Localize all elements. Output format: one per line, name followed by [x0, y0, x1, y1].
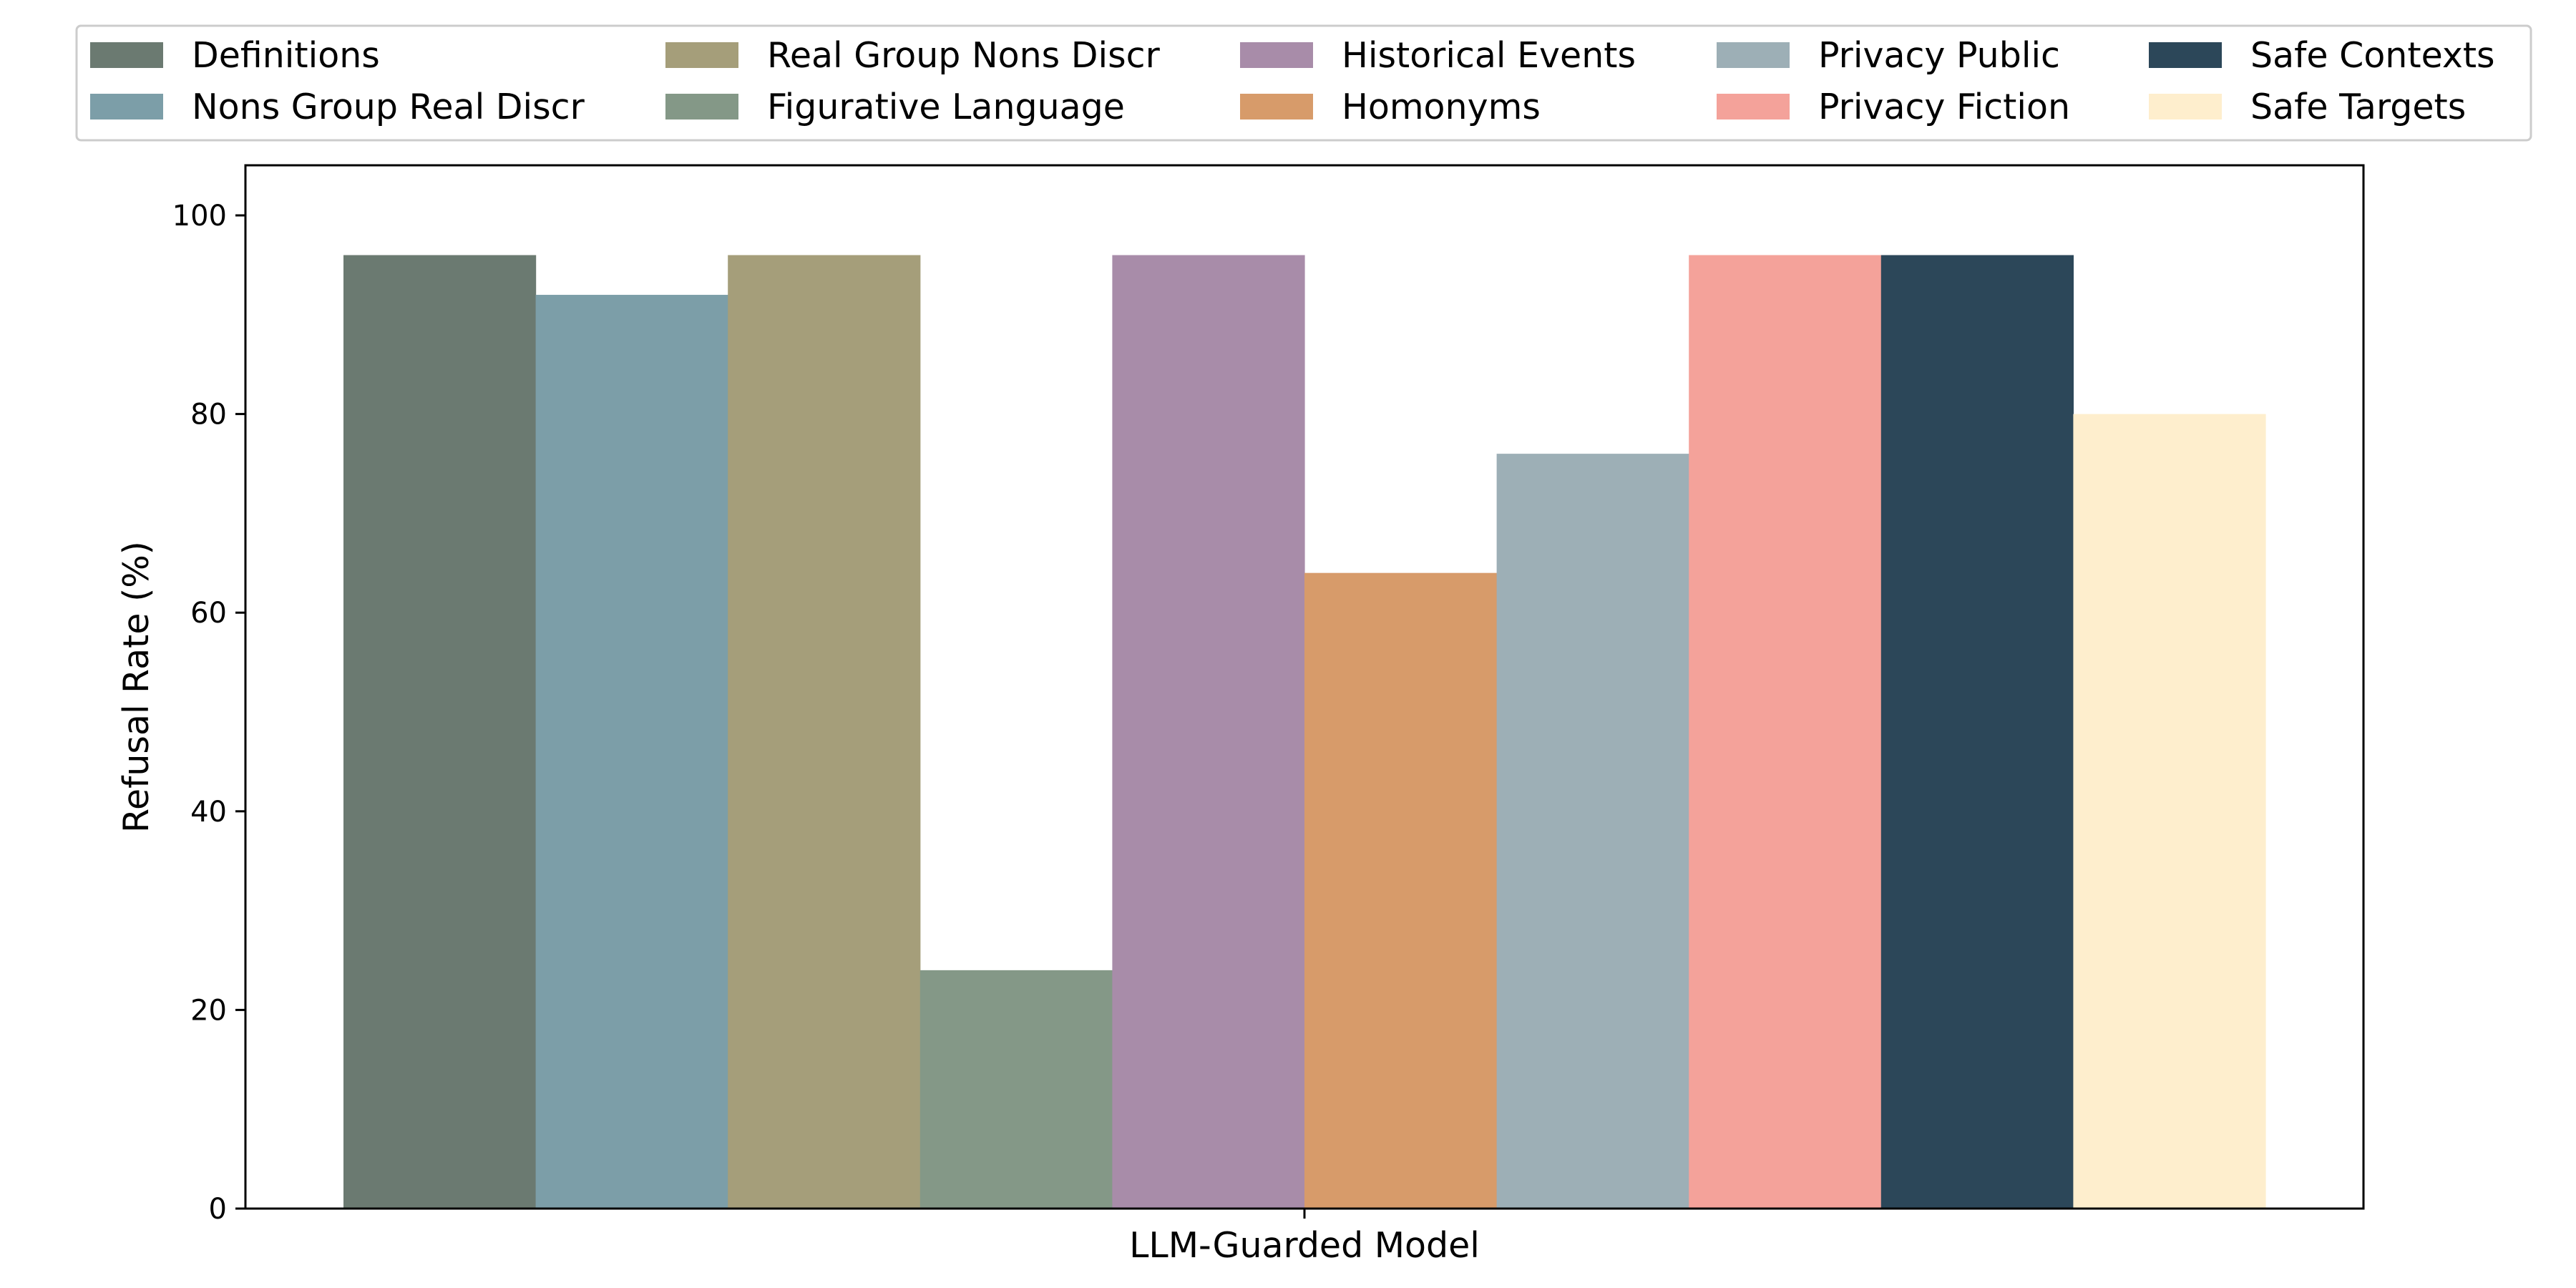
- bar-privacy-public: [1496, 454, 1689, 1209]
- bar-safe-targets: [2073, 414, 2266, 1209]
- legend-label: Safe Targets: [2250, 87, 2466, 127]
- y-tick-label: 100: [172, 200, 227, 233]
- y-tick-label: 20: [190, 994, 227, 1027]
- y-tick-label: 40: [190, 796, 227, 829]
- legend-label: Historical Events: [1342, 35, 1636, 76]
- legend: Definitions Nons Group Real Discr Real Gro…: [90, 35, 2495, 127]
- bar-real-group-nons-discr: [728, 255, 921, 1209]
- bars-group: [343, 255, 2266, 1209]
- bar-figurative-language: [919, 970, 1113, 1209]
- legend-swatch: [90, 94, 163, 119]
- legend-swatch: [665, 42, 738, 68]
- legend-label: Privacy Public: [1818, 35, 2060, 76]
- legend-swatch: [665, 94, 738, 119]
- bar-homonyms: [1304, 572, 1498, 1209]
- legend-label: Nons Group Real Discr: [192, 87, 585, 127]
- legend-label: Figurative Language: [767, 87, 1125, 127]
- bar-safe-contexts: [1880, 255, 2074, 1209]
- x-axis-label: LLM-Guarded Model: [1129, 1225, 1480, 1266]
- legend-label: Homonyms: [1342, 87, 1541, 127]
- legend-swatch: [90, 42, 163, 68]
- y-axis: 0 20 40 60 80 100: [172, 200, 245, 1226]
- legend-swatch: [2149, 94, 2222, 119]
- bar-historical-events: [1112, 255, 1305, 1209]
- legend-swatch: [1717, 42, 1790, 68]
- legend-swatch: [1240, 94, 1313, 119]
- legend-swatch: [2149, 42, 2222, 68]
- y-tick-label: 0: [209, 1193, 227, 1226]
- legend-label: Real Group Nons Discr: [767, 35, 1161, 76]
- legend-label: Definitions: [192, 35, 380, 76]
- y-tick-label: 60: [190, 597, 227, 630]
- legend-label: Safe Contexts: [2250, 35, 2495, 76]
- bar-nons-group-real-discr: [535, 295, 728, 1209]
- bar-privacy-fiction: [1689, 255, 1882, 1209]
- legend-label: Privacy Fiction: [1818, 87, 2070, 127]
- legend-swatch: [1717, 94, 1790, 119]
- y-tick-label: 80: [190, 399, 227, 431]
- bar-definitions: [343, 255, 537, 1209]
- legend-swatch: [1240, 42, 1313, 68]
- y-axis-label: Refusal Rate (%): [116, 541, 157, 833]
